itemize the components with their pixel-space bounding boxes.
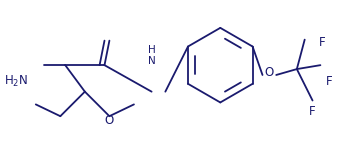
Text: H
N: H N: [148, 45, 155, 66]
Text: O: O: [265, 66, 274, 78]
Text: O: O: [105, 114, 114, 127]
Text: F: F: [309, 105, 315, 118]
Text: F: F: [326, 75, 333, 88]
Text: F: F: [318, 36, 325, 49]
Text: H$_2$N: H$_2$N: [4, 74, 28, 89]
